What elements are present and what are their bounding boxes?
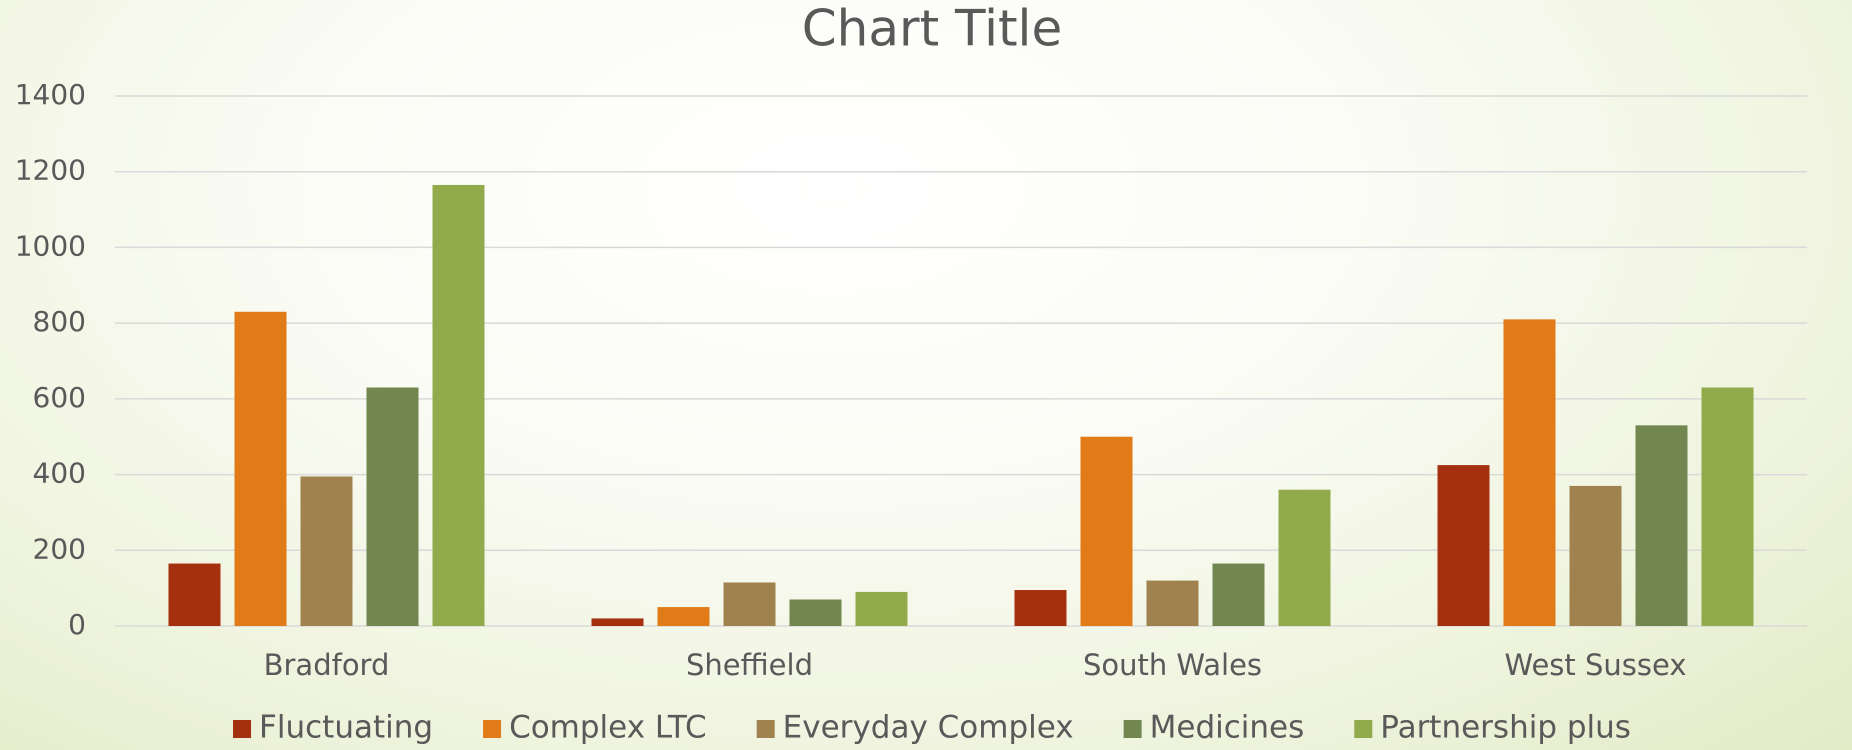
bar xyxy=(789,599,842,626)
y-tick-label: 1200 xyxy=(15,154,86,187)
legend-label: Medicines xyxy=(1150,710,1305,746)
bar xyxy=(432,184,485,626)
bar xyxy=(1569,485,1622,626)
bar xyxy=(591,618,644,626)
bar xyxy=(168,563,221,626)
legend-label: Partnership plus xyxy=(1380,710,1631,746)
x-tick-label: Bradford xyxy=(264,648,390,682)
x-tick-label: West Sussex xyxy=(1504,648,1686,682)
y-tick-label: 200 xyxy=(33,532,86,565)
bar xyxy=(855,591,908,626)
bar xyxy=(1437,465,1490,626)
legend-label: Fluctuating xyxy=(259,710,433,746)
bar xyxy=(300,476,353,626)
y-tick-label: 800 xyxy=(33,305,86,338)
y-tick-label: 600 xyxy=(33,381,86,414)
y-tick-label: 400 xyxy=(33,457,86,490)
bar xyxy=(657,607,710,626)
chart-title: Chart Title xyxy=(802,0,1062,58)
y-tick-label: 0 xyxy=(68,608,86,641)
bar xyxy=(1014,590,1067,626)
bar xyxy=(1146,580,1199,626)
bar xyxy=(1212,563,1265,626)
bar xyxy=(1635,425,1688,626)
bar xyxy=(1080,436,1133,626)
bar xyxy=(1503,319,1556,626)
legend-swatch xyxy=(1354,720,1373,738)
legend-label: Everyday Complex xyxy=(783,710,1074,746)
y-tick-label: 1400 xyxy=(15,78,86,111)
legend-swatch xyxy=(756,720,775,738)
bar xyxy=(1278,489,1331,626)
bar xyxy=(1701,387,1754,626)
x-tick-label: South Wales xyxy=(1083,648,1262,682)
legend-swatch xyxy=(483,720,502,738)
bar xyxy=(366,387,419,626)
bar xyxy=(234,311,287,626)
bar xyxy=(723,582,776,626)
x-tick-label: Sheffield xyxy=(686,648,813,682)
legend-swatch xyxy=(233,720,252,738)
legend-swatch xyxy=(1123,720,1142,738)
y-tick-label: 1000 xyxy=(15,229,86,262)
legend-label: Complex LTC xyxy=(509,710,707,746)
